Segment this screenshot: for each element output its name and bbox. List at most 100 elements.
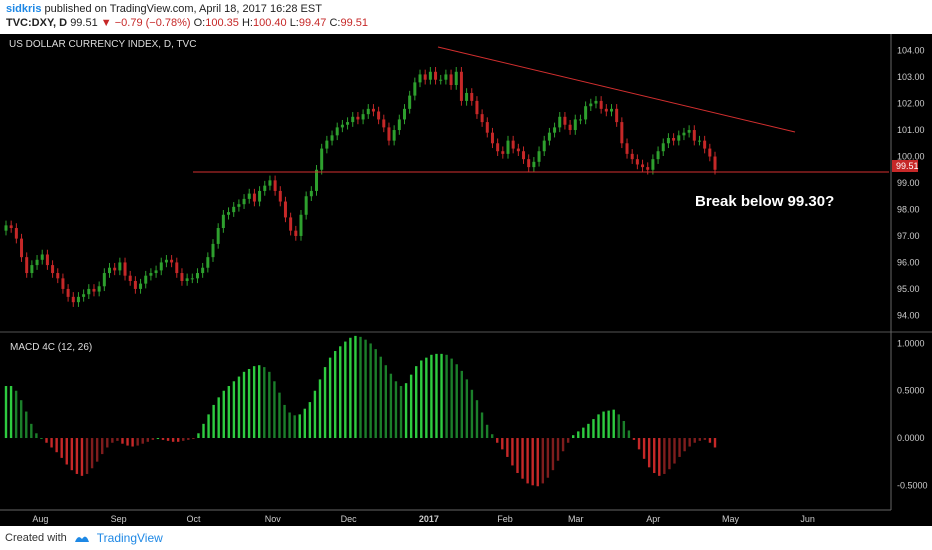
candle [289,217,293,231]
macd-bar [40,438,43,440]
macd-bar [460,370,463,439]
candle [511,140,515,149]
macd-bar [182,438,185,441]
macd-bar [252,366,256,439]
macd-bar [364,339,367,439]
price-ticks: 104.00 103.00 102.00 101.00 100.00 99.00 98.00… [897,46,925,321]
candle [283,201,287,218]
macd-bar [546,438,550,478]
macd-bar [713,438,717,448]
macd-bar [653,438,656,474]
candle [340,124,344,128]
price-tick-label: 102.00 [897,99,925,109]
candle [30,265,34,274]
author-link[interactable]: sidkris [6,3,42,15]
close-label: C: [329,17,341,29]
macd-bar [328,357,332,439]
macd-bar [303,408,306,439]
candle [330,135,334,141]
macd-bar [187,438,190,440]
macd-bar [445,354,448,439]
candle [635,159,639,165]
macd-bar [536,438,539,487]
candle [527,159,531,168]
macd-bar [470,389,474,439]
macd-bar [65,438,68,465]
candle [532,161,536,168]
candle [325,140,329,149]
macd-bar [582,427,585,439]
macd-bar [25,411,28,439]
candle [149,273,153,276]
macd-bar [197,433,200,439]
candle [118,262,122,271]
time-tick-label: Oct [186,514,201,524]
candle [4,225,8,231]
macd-bar [359,336,362,439]
macd-bar [141,438,144,444]
candle [185,278,189,281]
macd-bar [263,367,266,439]
macd-bar [683,438,686,452]
macd-bar [384,365,388,439]
macd-bar [415,366,418,439]
candle [87,288,91,295]
candle [558,116,562,128]
macd-bar [673,438,676,464]
candle [164,259,168,263]
macd-bar [349,337,352,439]
macd-bar [14,390,18,439]
candle [392,130,396,141]
price-tick-label: 104.00 [897,46,925,56]
candle [66,288,70,297]
candle [377,111,381,120]
macd-bar [121,438,124,444]
macd-bar [75,438,79,474]
macd-bar [90,438,94,469]
macd-bar [637,438,641,450]
macd-bar [409,374,413,439]
tradingview-brand[interactable]: TradingView [96,531,163,545]
macd-bar [678,438,681,457]
candle [232,206,236,213]
macd-bar [602,411,605,439]
candle [35,259,39,266]
candle [480,114,484,123]
candle [553,127,557,133]
macd-bar [597,414,600,439]
candle [335,127,339,136]
macd-bar [688,438,691,447]
candle [449,74,453,86]
macd-tick-label: 0.0000 [897,433,925,443]
candle [677,135,681,141]
chart-area[interactable]: US DOLLAR CURRENCY INDEX, D, TVC MACD 4C… [0,34,932,526]
price-tick-label: 97.00 [897,231,920,241]
candle [501,151,505,154]
macd-bar [556,438,560,461]
candle [465,92,469,101]
candle [299,214,303,236]
macd-bar [425,357,428,439]
candle [201,267,205,274]
macd-bar [116,438,119,441]
macd-bar [465,379,469,439]
macd-bar [212,404,215,439]
annotation-text: Break below 99.30? [695,193,834,210]
macd-bar [369,343,372,439]
macd-bar [642,438,646,459]
candle [485,122,489,133]
macd-bar [318,379,322,439]
price-tick-label: 94.00 [897,310,920,320]
candle [708,148,712,157]
candle [346,122,350,125]
candle [703,140,707,149]
resistance-trendline[interactable] [437,46,796,133]
candle [71,296,75,303]
footer: Created with TradingView [5,531,163,545]
macd-bar [480,412,484,439]
macd-bar [647,438,651,468]
macd-bar [106,438,109,448]
candle [320,148,324,170]
macd-bar [516,438,519,474]
macd-bar [708,438,712,443]
